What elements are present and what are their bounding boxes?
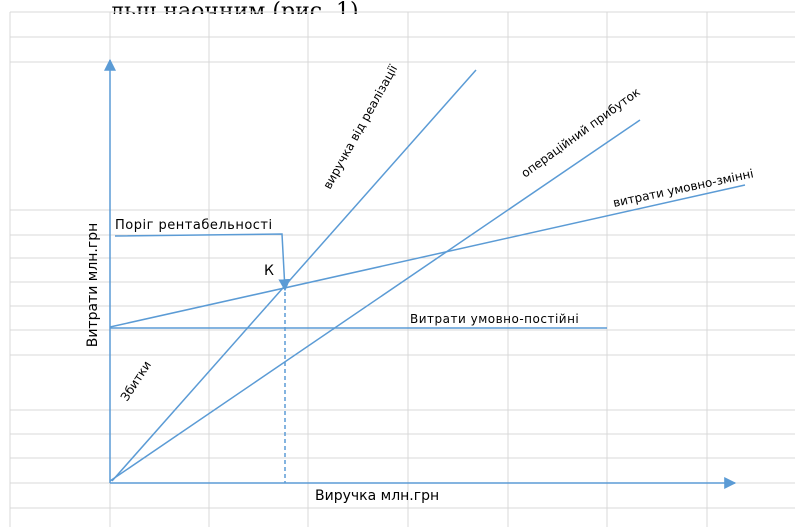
revenue-label: виручка від реалізації <box>320 62 400 191</box>
losses-label: Збитки <box>118 358 154 403</box>
threshold-arrow <box>114 233 291 292</box>
fixed-costs-label: Витрати умовно-постійні <box>410 312 579 326</box>
profit-label: операційний прибуток <box>519 85 643 181</box>
point-label: К <box>264 263 274 279</box>
y-axis-label: Витрати млн.грн <box>85 223 101 348</box>
x-axis-label: Виручка млн.грн <box>315 488 439 504</box>
variable-costs-line <box>109 184 746 328</box>
grid <box>9 11 795 527</box>
profit-line <box>109 119 641 482</box>
threshold-label: Поріг рентабельності <box>115 218 273 233</box>
revenue-line <box>111 69 477 482</box>
header-text: льш наочним (рис. 1). <box>110 0 366 24</box>
